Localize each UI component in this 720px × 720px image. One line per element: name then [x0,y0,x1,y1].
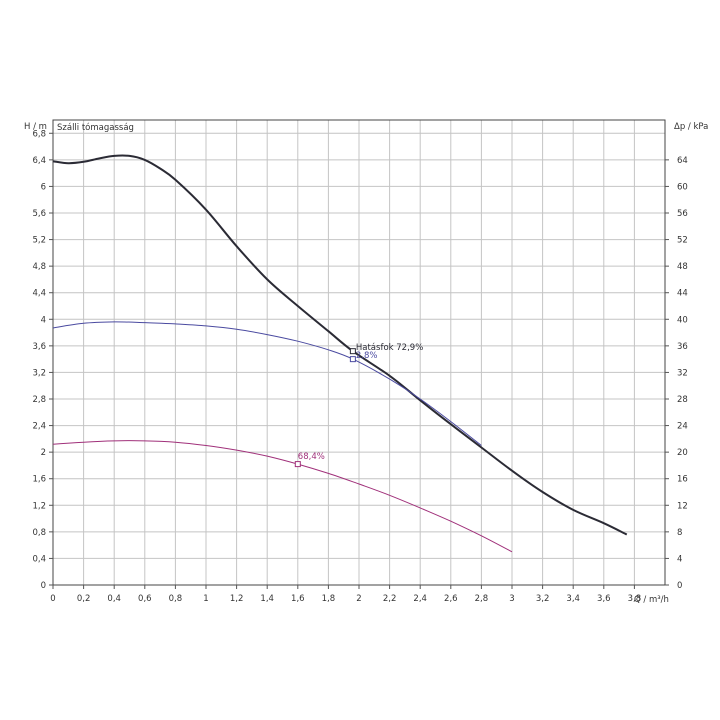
y-right-tick-label: 4 [677,554,682,564]
y-right-tick-label: 60 [677,182,688,192]
y-right-tick-label: 8 [677,528,682,538]
grid [52,120,665,586]
series-line-2 [52,321,482,446]
y-tick-label: 2,8 [32,395,46,405]
y-right-tick-label: 24 [677,422,688,432]
y-tick-label: 2,4 [32,422,46,432]
x-tick-label: 3,4 [566,594,580,604]
y-right-tick-label: 36 [677,342,688,352]
x-tick-label: 0,6 [138,594,152,604]
y-tick-label: 0 [41,581,46,591]
x-tick-label: 1 [203,594,208,604]
y-tick-label: 6 [41,182,46,192]
y-tick-label: 1,6 [32,475,46,485]
markers: Hatásfok 72,9%2,8% 68,4% [294,343,423,468]
y-tick-label: 5,6 [32,209,46,219]
x-tick-label: 1,6 [291,594,305,604]
x-axis-label: Q / m³/h [634,595,669,605]
y-right-tick-label: 28 [677,395,688,405]
y-tick-label: 3,6 [32,342,46,352]
y-axis-ticks-left: 0 0,4 0,8 1,2 1,6 2 2,4 2,8 3,2 3,6 4 4,4 4,8 5,2 5,6 6… [32,129,53,591]
x-tick-label: 3 [509,594,514,604]
y-right-tick-label: 0 [677,581,682,591]
y-tick-label: 0,8 [32,528,46,538]
x-tick-label: 1,2 [230,594,244,604]
y-axis-label-left: H / m [24,122,47,132]
x-tick-label: 2,6 [444,594,458,604]
y-right-tick-label: 64 [677,156,688,166]
y-right-tick-label: 44 [677,289,688,299]
x-axis-ticks: 0 0,2 0,4 0,6 0,8 1 1,2 1,4 1,6 1,8 2 2,2 2,4 2,6 2,8 3… [50,585,641,604]
y-tick-label: 1,2 [32,501,46,511]
y-right-tick-label: 40 [677,315,688,325]
y-right-tick-label: 56 [677,209,688,219]
series-line-1 [52,154,628,536]
y-tick-label: 6,4 [32,156,46,166]
x-tick-label: 2 [356,594,361,604]
y-tick-label: 6,8 [32,129,46,139]
marker-label-1: Hatásfok 72,9% [356,343,423,353]
chart-title: Szálli tómagasság [57,122,134,133]
x-tick-label: 0 [50,594,55,604]
x-tick-label: 0,8 [169,594,183,604]
y-right-tick-label: 32 [677,368,688,378]
y-right-tick-label: 16 [677,475,688,485]
x-tick-label: 1,4 [260,594,274,604]
x-tick-label: 0,2 [77,594,91,604]
y-right-tick-label: 20 [677,448,688,458]
y-tick-label: 2 [41,448,46,458]
y-tick-label: 5,2 [32,236,46,246]
y-tick-label: 4 [41,315,46,325]
x-tick-label: 3,6 [597,594,611,604]
marker-point-3 [294,461,301,468]
series-lines [52,154,628,553]
x-tick-label: 2,4 [413,594,427,604]
marker-point-2 [349,356,356,363]
y-tick-label: 3,2 [32,368,46,378]
marker-point-1 [349,348,356,355]
y-tick-label: 0,4 [32,554,46,564]
y-tick-label: 4,8 [32,262,46,272]
x-tick-label: 1,8 [322,594,336,604]
y-right-tick-label: 48 [677,262,688,272]
y-right-tick-label: 12 [677,501,688,511]
marker-label-2: 2,8% [356,351,378,361]
x-tick-label: 2,2 [383,594,397,604]
x-tick-label: 3,2 [536,594,550,604]
x-tick-label: 2,8 [475,594,489,604]
y-right-tick-label: 52 [677,236,688,246]
series-line-3 [52,440,513,553]
y-tick-label: 4,4 [32,289,46,299]
y-axis-label-right: Δp / kPa [674,122,708,132]
marker-label-3: 68,4% [298,452,325,462]
x-tick-label: 0,4 [107,594,121,604]
x-tick-label: 3,8 [628,594,642,604]
